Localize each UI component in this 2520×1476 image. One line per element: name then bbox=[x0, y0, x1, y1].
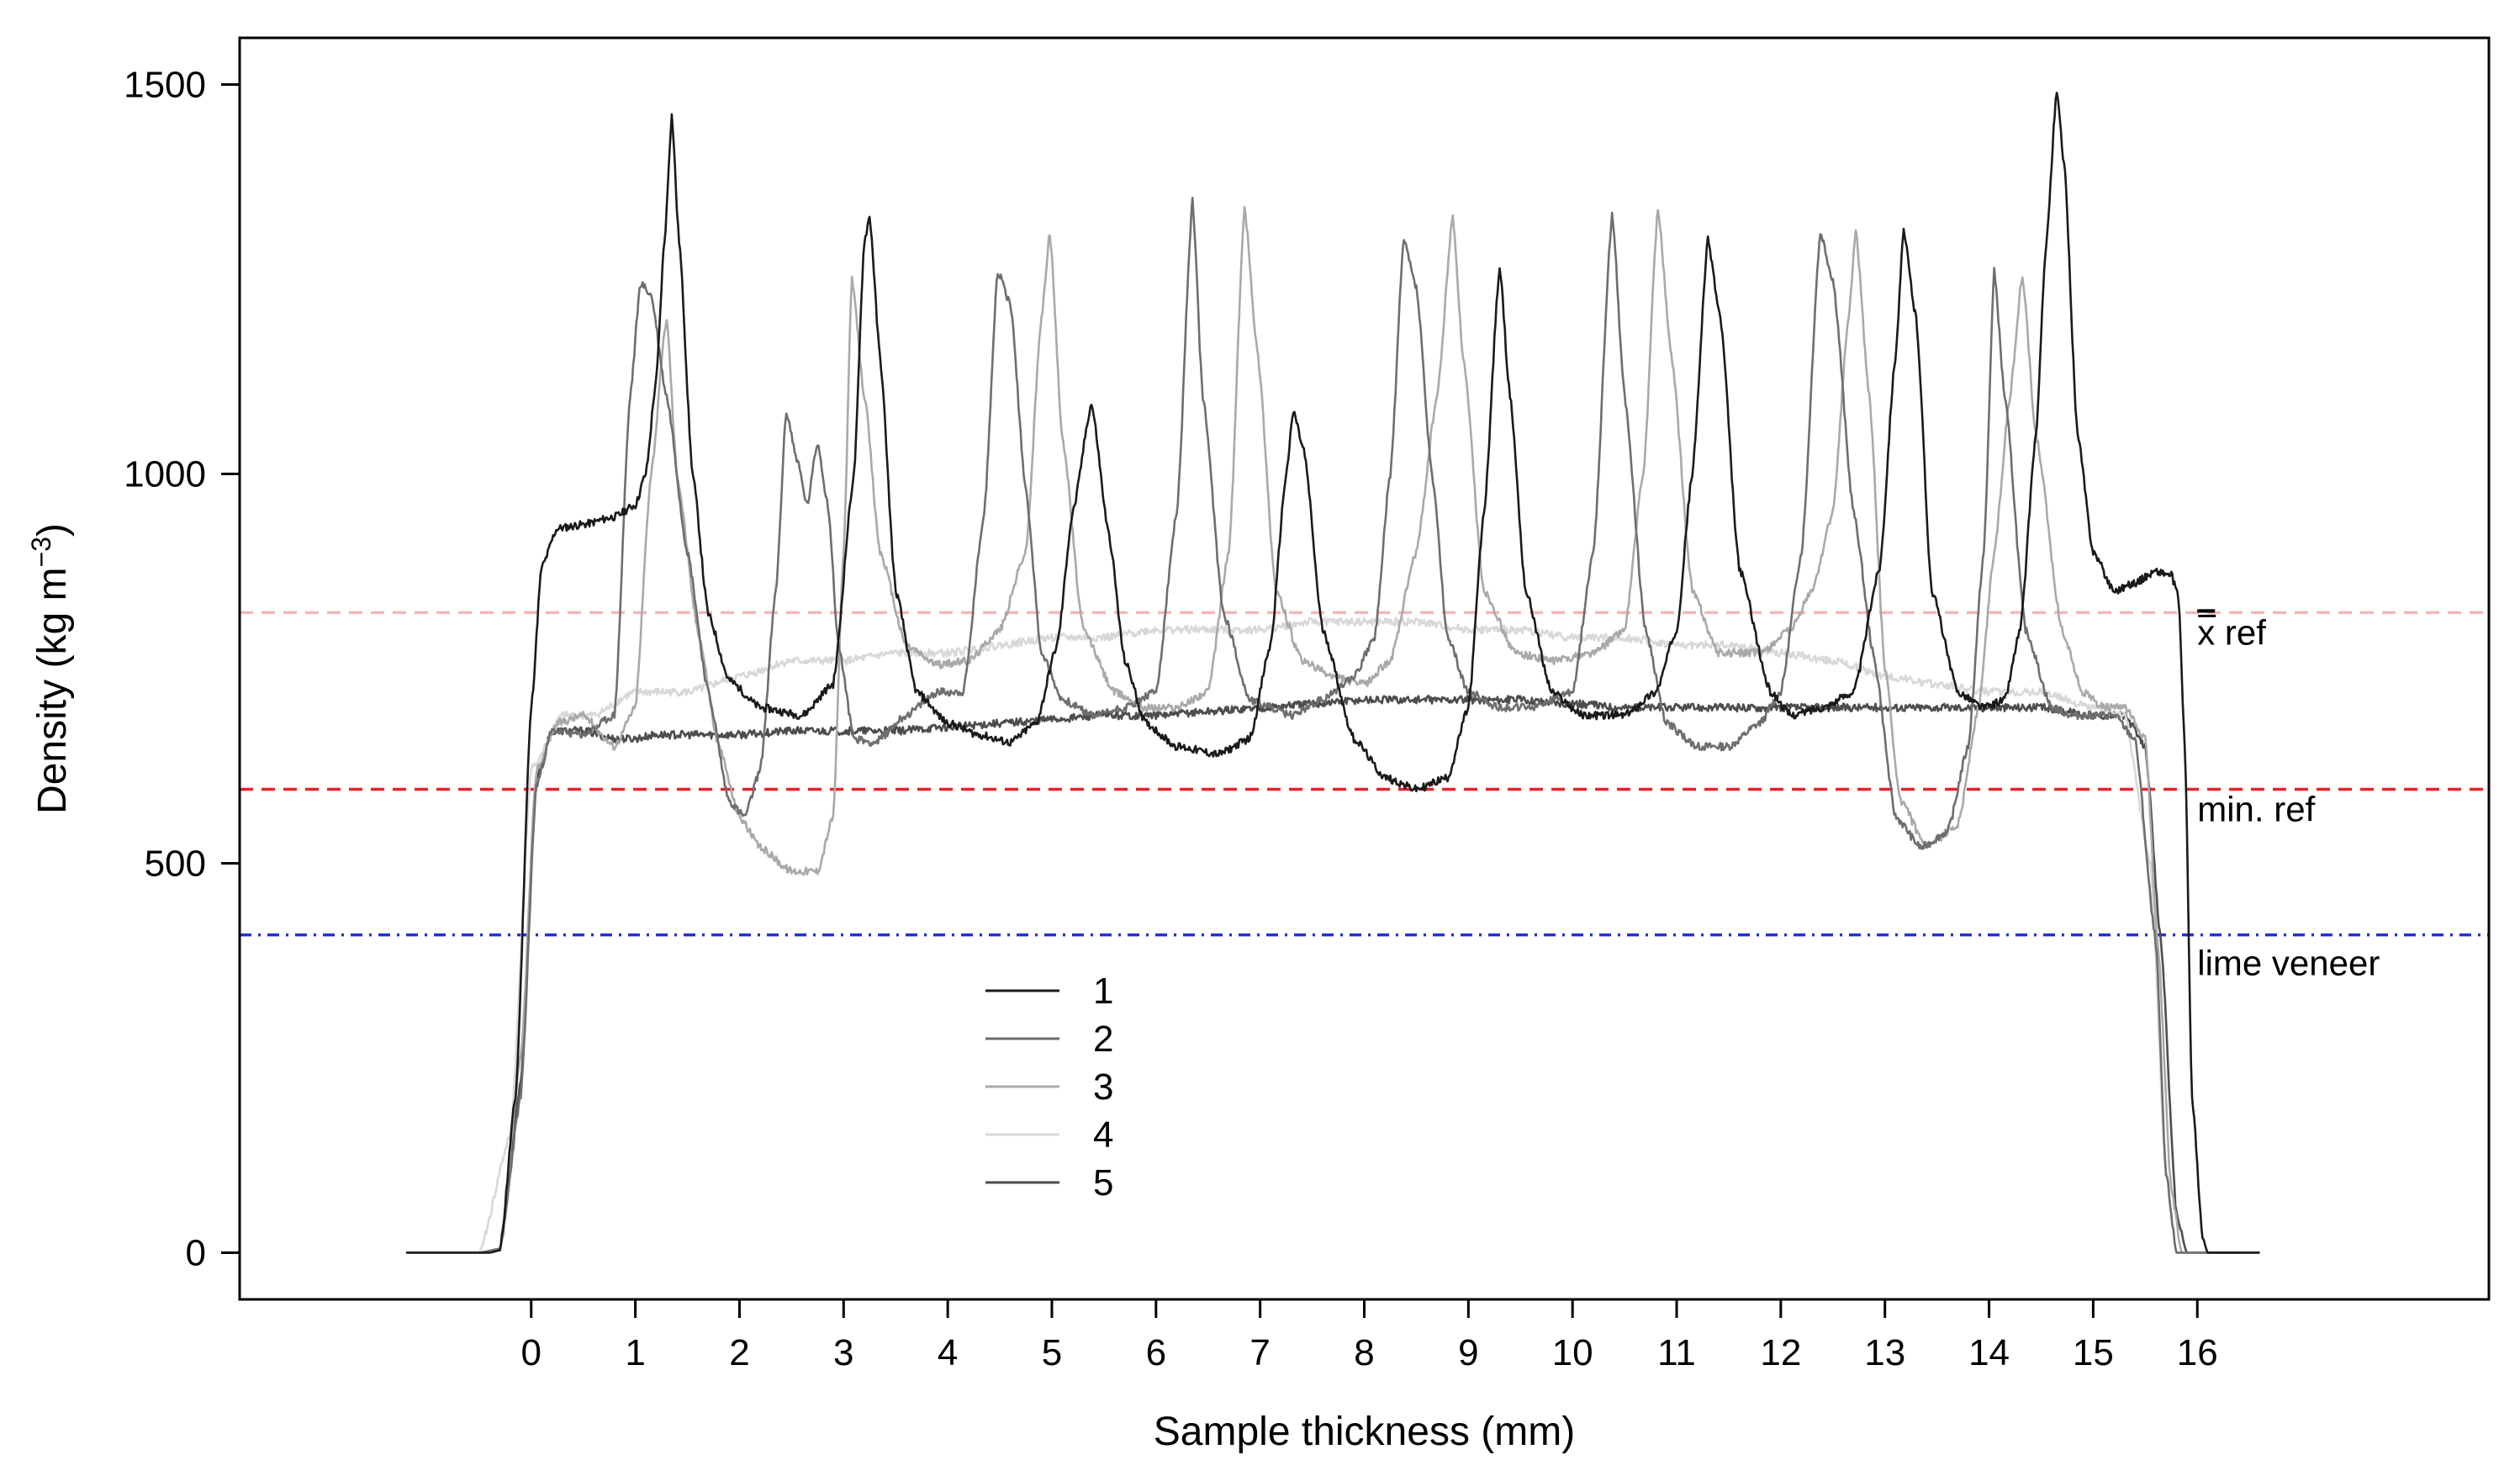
x-tick-label: 5 bbox=[1042, 1332, 1062, 1373]
y-tick-label: 1000 bbox=[124, 454, 206, 495]
reference-line-label: min. ref bbox=[2197, 790, 2315, 829]
x-tick-label: 11 bbox=[1657, 1332, 1696, 1373]
legend-label: 3 bbox=[1093, 1066, 1113, 1108]
x-tick-label: 15 bbox=[2073, 1332, 2114, 1373]
x-axis: 0 1 2 3 4 5 6 7 8 9 10 11 12 13 14 15 16 bbox=[521, 1299, 2218, 1373]
series-line-5 bbox=[489, 695, 2239, 1254]
reference-lines bbox=[240, 611, 2489, 937]
legend-label: 5 bbox=[1093, 1162, 1113, 1204]
x-axis-title: Sample thickness (mm) bbox=[1154, 1410, 1575, 1454]
mean-symbol: x bbox=[2197, 612, 2215, 652]
y-axis-title: Density (kg m−3) bbox=[26, 523, 75, 814]
reference-line-labels: x ref min. ref lime veneer bbox=[2197, 612, 2380, 982]
reference-line-label: x ref bbox=[2197, 612, 2266, 652]
legend-label: 2 bbox=[1093, 1018, 1113, 1060]
x-tick-label: 9 bbox=[1458, 1332, 1478, 1373]
data-series bbox=[406, 92, 2260, 1254]
y-axis-title-main: Density (kg m bbox=[30, 568, 75, 814]
x-tick-label: 13 bbox=[1864, 1332, 1905, 1373]
y-tick-label: 0 bbox=[186, 1232, 206, 1273]
x-tick-label: 1 bbox=[625, 1332, 645, 1373]
x-tick-label: 14 bbox=[1968, 1332, 2010, 1373]
series-line-2 bbox=[478, 196, 2239, 1254]
series-line-1 bbox=[406, 92, 2260, 1254]
x-tick-label: 6 bbox=[1146, 1332, 1166, 1373]
x-tick-label: 10 bbox=[1552, 1332, 1593, 1373]
y-axis-title-close: ) bbox=[30, 523, 75, 537]
x-tick-label: 12 bbox=[1760, 1332, 1801, 1373]
series-line-3 bbox=[406, 205, 2260, 1254]
y-tick-label: 1500 bbox=[124, 65, 206, 106]
plot-frame bbox=[238, 36, 2491, 1301]
x-tick-label: 3 bbox=[833, 1332, 853, 1373]
legend-label: 4 bbox=[1093, 1114, 1113, 1156]
legend-label: 1 bbox=[1093, 971, 1113, 1012]
legend: 1 2 3 4 5 bbox=[985, 971, 1113, 1204]
x-tick-label: 2 bbox=[729, 1332, 749, 1373]
x-tick-label: 0 bbox=[521, 1332, 542, 1373]
x-tick-label: 7 bbox=[1249, 1332, 1270, 1373]
x-tick-label: 16 bbox=[2177, 1332, 2218, 1373]
x-tick-label: 4 bbox=[938, 1332, 958, 1373]
y-tick-label: 500 bbox=[145, 843, 206, 884]
y-axis-title-superscript: −3 bbox=[26, 537, 56, 567]
reference-line-label-text: ref bbox=[2215, 612, 2266, 652]
x-tick-label: 8 bbox=[1354, 1332, 1374, 1373]
y-axis: 0 500 1000 1500 bbox=[124, 65, 240, 1273]
series-line-4 bbox=[406, 616, 2260, 1254]
reference-line-label: lime veneer bbox=[2197, 944, 2380, 983]
